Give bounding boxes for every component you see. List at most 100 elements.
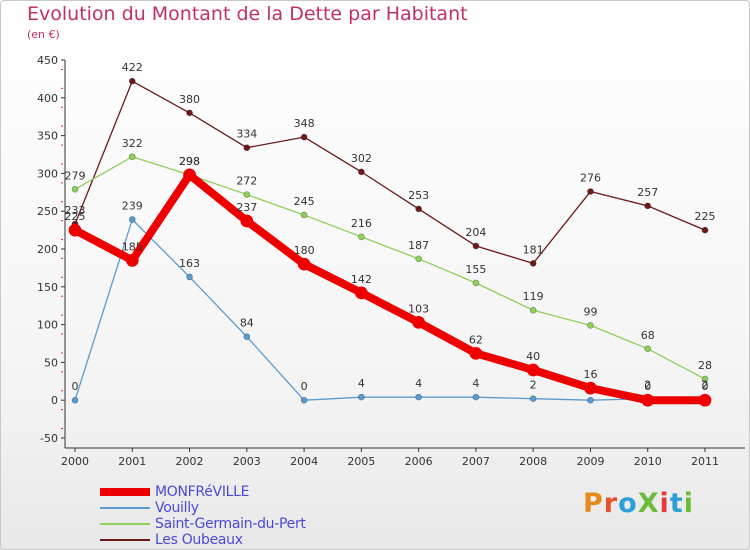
data-label: 216 [351,217,372,230]
data-point [641,393,655,407]
data-point [358,168,365,176]
data-point [71,185,79,193]
data-label: 187 [408,239,429,252]
data-point [68,223,82,237]
y-tick-label: 100 [37,319,58,332]
data-label: 233 [65,204,86,217]
x-tick-label: 2005 [347,455,375,468]
logo-letter: X [637,488,660,519]
data-point [358,233,365,241]
data-label: 225 [65,210,86,223]
data-label: 245 [294,195,315,208]
data-label: 204 [465,226,486,239]
data-point [128,153,136,161]
data-point [587,322,594,329]
data-label: 380 [179,93,200,106]
legend-label-les-oubeaux: Les Oubeaux [155,532,243,548]
legend-label-vouilly: Vouilly [155,500,199,516]
data-label: 0 [644,380,651,393]
data-point [183,168,196,182]
data-point [584,381,597,395]
data-point [412,315,425,329]
data-point [529,395,537,403]
y-tick-label: 50 [44,356,58,369]
data-label: 334 [236,128,257,141]
data-label: 322 [122,137,143,150]
x-tick-label: 2010 [634,455,662,468]
logo-letter: i [659,488,670,519]
data-label: 298 [179,155,200,168]
data-label: 4 [358,377,365,390]
y-tick-label: 450 [37,54,58,67]
x-tick-label: 2003 [233,455,261,468]
data-point [358,393,365,401]
data-label: 302 [351,152,372,165]
y-tick-label: 400 [37,92,58,105]
data-label: 99 [583,305,597,318]
x-tick-label: 2004 [290,455,318,468]
data-point [415,393,422,401]
data-point [355,286,368,300]
x-tick-label: 2002 [176,455,204,468]
data-label: 279 [65,169,86,182]
data-label: 84 [240,317,254,330]
data-label: 185 [122,240,143,253]
data-label: 40 [526,350,540,363]
y-tick-label: 350 [37,130,58,143]
x-tick-label: 2009 [576,455,604,468]
data-label: 28 [698,359,712,372]
legend-label-saint-germain: Saint-Germain-du-Pert [155,516,306,532]
data-label: 119 [523,290,544,303]
y-tick-label: -50 [40,432,58,445]
data-point [300,396,308,404]
data-point [472,279,480,287]
data-point [698,393,712,407]
data-point [186,109,193,117]
data-point [71,396,79,404]
data-point [587,188,594,195]
data-label: 142 [351,273,372,286]
data-label: 180 [294,244,315,257]
legend-swatch-les-oubeaux [100,539,150,541]
legend-swatch-vouilly [100,507,150,509]
data-point [644,345,652,353]
data-point [701,226,709,234]
data-label: 253 [408,189,429,202]
data-point [240,214,254,228]
data-label: 62 [469,333,483,346]
x-tick-label: 2008 [519,455,547,468]
chart-title: Evolution du Montant de la Dette par Hab… [27,3,468,25]
series-line [74,156,706,380]
data-point [701,375,709,383]
data-point [415,205,422,213]
data-point [243,333,251,341]
chart-unit: (en €) [27,28,60,41]
data-label: 163 [179,257,200,270]
logo-letter: t [669,488,684,519]
x-tick-label: 2011 [691,455,719,468]
data-label: 0 [301,380,308,393]
data-label: 257 [637,186,658,199]
data-label: 4 [472,377,479,390]
legend-swatch-saint-germain [100,523,150,525]
y-tick-label: 300 [37,167,58,180]
logo-letter: i [683,488,694,519]
data-label: 155 [465,263,486,276]
data-point [415,255,422,263]
data-point [529,306,537,314]
series-line [74,80,706,265]
data-point [472,393,480,401]
data-point [186,273,193,281]
data-label: 348 [294,117,315,130]
legend-swatch-monfreville [100,488,150,496]
x-tick-label: 2007 [462,455,490,468]
legend-label-monfreville: MONFRéVILLE [155,484,250,500]
data-label: 239 [122,200,143,213]
data-point [128,216,136,223]
data-label: 2 [530,379,537,392]
x-tick-label: 2006 [405,455,433,468]
data-label: 272 [236,175,257,188]
data-label: 181 [523,243,544,256]
data-label: 298 [179,155,200,168]
data-point [243,144,251,152]
